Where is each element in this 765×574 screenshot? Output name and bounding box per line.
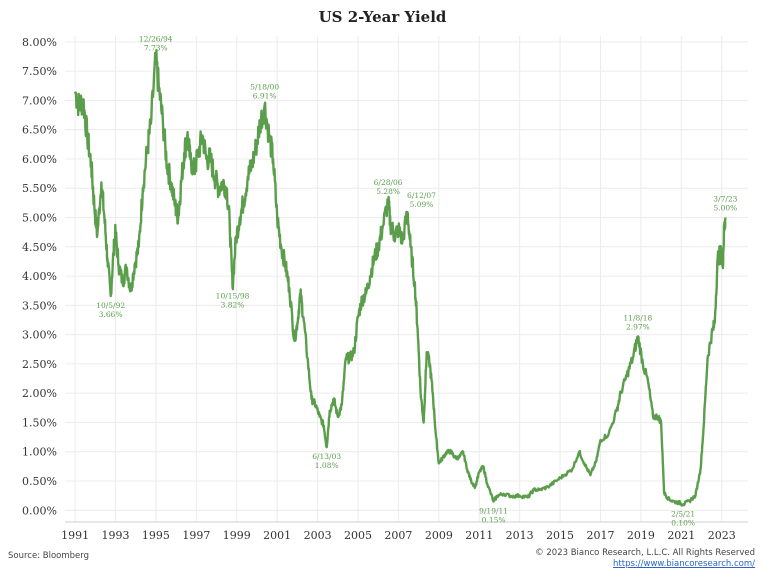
annotation-value: 7.73% [144, 44, 168, 53]
x-tick-label: 1997 [182, 529, 210, 542]
x-tick-label: 2013 [506, 529, 534, 542]
series-line [73, 49, 727, 507]
y-tick-label: 4.00% [22, 270, 57, 283]
annotation-date: 3/7/23 [713, 195, 737, 204]
annotation-date: 6/13/03 [312, 452, 341, 461]
source-note: Source: Bloomberg [8, 551, 89, 561]
copyright-block: © 2023 Bianco Research, L.L.C. All Right… [535, 548, 755, 570]
x-tick-label: 2019 [627, 529, 655, 542]
x-tick-label: 2015 [546, 529, 574, 542]
x-tick-label: 2017 [586, 529, 614, 542]
annotation-value: 0.15% [482, 516, 506, 525]
y-tick-label: 6.00% [22, 153, 57, 166]
x-tick-label: 2003 [304, 529, 332, 542]
annotation-value: 5.28% [376, 187, 400, 196]
y-tick-label: 0.00% [22, 504, 57, 517]
x-tick-label: 2011 [465, 529, 493, 542]
annotation-layer: 10/5/923.66% 12/26/947.73% 10/15/983.82% 5/… [96, 35, 737, 528]
x-tick-label: 2021 [667, 529, 695, 542]
annotation-value: 3.82% [221, 301, 245, 310]
x-tick-label: 1991 [61, 529, 89, 542]
y-tick-label: 2.50% [22, 358, 57, 371]
annotation-date: 10/15/98 [216, 292, 250, 301]
annotation-date: 11/8/18 [623, 313, 652, 322]
annotation-date: 6/28/06 [374, 178, 403, 187]
annotation-value: 6.91% [253, 92, 277, 101]
annotation-value: 5.09% [410, 200, 434, 209]
x-tick-label: 1995 [142, 529, 170, 542]
annotation-date: 10/5/92 [96, 301, 125, 310]
annotation-value: 0.10% [671, 518, 695, 527]
x-tick-label: 2009 [425, 529, 453, 542]
chart-title: US 2-Year Yield [318, 8, 447, 26]
series-layer [73, 49, 727, 507]
website-link[interactable]: https://www.biancoresearch.com/ [613, 559, 755, 569]
y-tick-label: 1.00% [22, 446, 57, 459]
x-tick-label: 1999 [223, 529, 251, 542]
annotation-value: 2.97% [626, 322, 650, 331]
y-tick-label: 1.50% [22, 416, 57, 429]
y-tick-label: 2.00% [22, 387, 57, 400]
annotation-date: 5/18/00 [250, 83, 279, 92]
y-tick-label: 7.50% [22, 65, 57, 78]
y-tick-label: 3.00% [22, 329, 57, 342]
annotation-value: 1.08% [315, 461, 339, 470]
y-tick-label: 4.50% [22, 241, 57, 254]
annotation-date: 12/26/94 [139, 35, 173, 44]
x-tick-label: 1993 [102, 529, 130, 542]
x-tick-label: 2001 [263, 529, 291, 542]
y-tick-label: 5.50% [22, 182, 57, 195]
y-tick-label: 3.50% [22, 299, 57, 312]
y-tick-label: 5.00% [22, 212, 57, 225]
axis-layer: 0.00% 0.50% 1.00% 1.50% 2.00% 2.50% 3.00% 3.50%… [22, 36, 748, 542]
copyright-text: © 2023 Bianco Research, L.L.C. All Right… [535, 548, 755, 558]
grid-layer [65, 36, 748, 522]
x-tick-label: 2023 [708, 529, 736, 542]
annotation-date: 9/19/11 [479, 507, 508, 516]
y-tick-label: 6.50% [22, 124, 57, 137]
y-tick-label: 0.50% [22, 475, 57, 488]
annotation-value: 5.00% [713, 204, 737, 213]
x-tick-label: 2007 [384, 529, 412, 542]
y-tick-label: 8.00% [22, 36, 57, 49]
annotation-date: 2/5/21 [671, 509, 695, 518]
annotation-value: 3.66% [99, 310, 123, 319]
y-tick-label: 7.00% [22, 94, 57, 107]
x-tick-label: 2005 [344, 529, 372, 542]
annotation-date: 6/12/07 [407, 191, 436, 200]
